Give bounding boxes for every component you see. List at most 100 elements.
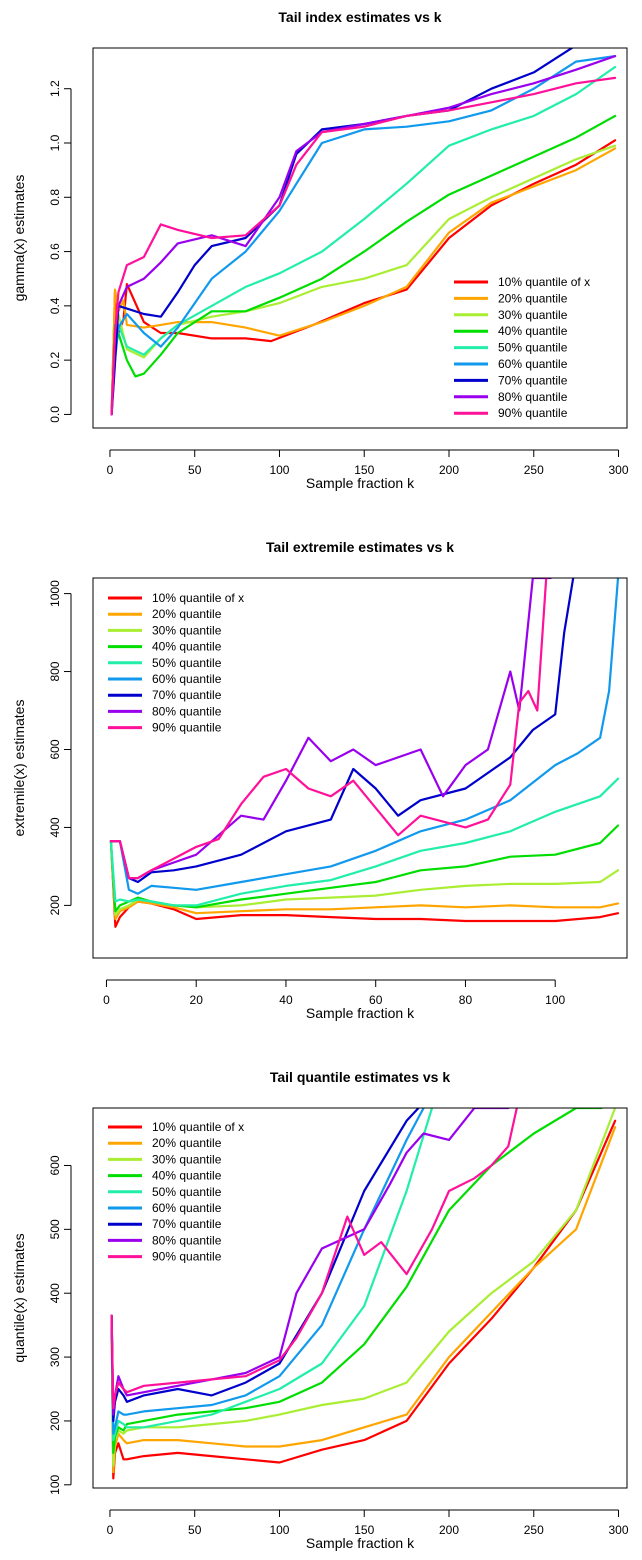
- x-tick-label: 300: [609, 1523, 629, 1537]
- legend-label: 10% quantile of x: [152, 1120, 244, 1134]
- series-lines: [110, 1108, 617, 1480]
- series-line-6: [110, 54, 617, 416]
- y-tick-label: 0.0: [48, 406, 62, 423]
- series-line-6: [109, 578, 620, 895]
- legend-label: 70% quantile: [152, 688, 222, 702]
- legend-label: 30% quantile: [152, 623, 222, 637]
- legend-label: 70% quantile: [152, 1217, 222, 1231]
- legend-label: 40% quantile: [152, 1169, 222, 1183]
- chart-2: Tail extremile estimates vs k 0 20 40 60 80 10…: [11, 539, 628, 1021]
- chart-1: Tail index estimates vs k 0 50 100 150 200 250…: [11, 9, 629, 491]
- x-tick-label: 50: [188, 463, 202, 477]
- x-tick-label: 0: [107, 463, 114, 477]
- x-tick-label: 50: [188, 1523, 202, 1537]
- series-line-2: [110, 147, 617, 416]
- series-lines: [109, 578, 620, 928]
- series-line-5: [110, 1108, 434, 1442]
- legend-label: 80% quantile: [498, 390, 568, 404]
- y-axis: 0.0 0.2 0.4 0.6 0.8 1.0 1.2 gamma(x) estimates: [11, 80, 72, 423]
- y-axis: 100 200 300 400 500 600 quantile(x) estimates: [11, 1155, 72, 1495]
- y-tick-label: 600: [48, 1155, 62, 1175]
- y-tick-label: 200: [48, 1411, 62, 1431]
- legend-label: 60% quantile: [152, 672, 222, 686]
- x-tick-label: 100: [269, 1523, 289, 1537]
- series-line-6: [110, 1108, 425, 1435]
- x-tick-label: 300: [609, 463, 629, 477]
- legend-label: 30% quantile: [498, 308, 568, 322]
- legend-label: 90% quantile: [498, 406, 568, 420]
- series-line-3: [109, 839, 620, 917]
- y-axis-label: gamma(x) estimates: [11, 175, 27, 302]
- x-tick-label: 150: [354, 1523, 374, 1537]
- y-tick-label: 1.0: [48, 134, 62, 151]
- legend: 10% quantile of x 20% quantile 30% quantil…: [108, 1120, 244, 1264]
- y-tick-label: 0.6: [48, 243, 62, 260]
- x-tick-label: 200: [439, 1523, 459, 1537]
- y-tick-label: 400: [48, 817, 62, 837]
- y-tick-label: 0.4: [48, 297, 62, 314]
- legend-label: 10% quantile of x: [152, 591, 244, 605]
- x-tick-label: 100: [269, 463, 289, 477]
- x-axis-label: Sample fraction k: [306, 1005, 415, 1021]
- legend: 10% quantile of x 20% quantile 30% quantil…: [454, 275, 590, 420]
- x-tick-label: 200: [439, 463, 459, 477]
- legend-label: 60% quantile: [498, 357, 568, 371]
- legend-label: 50% quantile: [498, 341, 568, 355]
- y-tick-label: 0.8: [48, 189, 62, 206]
- series-lines: [110, 48, 617, 416]
- y-axis-label: extremile(x) estimates: [11, 700, 27, 837]
- x-tick-label: 150: [354, 463, 374, 477]
- chart-title: Tail quantile estimates vs k: [270, 1069, 450, 1085]
- y-tick-label: 400: [48, 1283, 62, 1303]
- y-tick-label: 0.2: [48, 351, 62, 368]
- series-line-8: [110, 54, 617, 416]
- y-tick-label: 100: [48, 1474, 62, 1494]
- x-tick-label: 100: [545, 993, 565, 1007]
- legend-label: 50% quantile: [152, 656, 222, 670]
- x-tick-label: 40: [279, 993, 293, 1007]
- legend-label: 40% quantile: [498, 324, 568, 338]
- legend-label: 60% quantile: [152, 1201, 222, 1215]
- plot-frame: [92, 47, 628, 429]
- legend-label: 80% quantile: [152, 704, 222, 718]
- series-line-9: [110, 1108, 518, 1410]
- x-tick-label: 0: [107, 1523, 114, 1537]
- legend-label: 20% quantile: [152, 607, 222, 621]
- series-line-5: [109, 777, 620, 907]
- x-axis: 0 50 100 150 200 250 300 Sample fraction k: [107, 449, 629, 491]
- series-line-4: [110, 114, 617, 416]
- y-tick-label: 200: [48, 895, 62, 915]
- x-tick-label: 250: [524, 463, 544, 477]
- series-line-2: [109, 839, 620, 921]
- legend-label: 30% quantile: [152, 1152, 222, 1166]
- y-axis: 200 400 600 800 1000 extremile(x) estimates: [11, 580, 72, 915]
- x-tick-label: 20: [190, 993, 204, 1007]
- y-tick-label: 600: [48, 739, 62, 759]
- chart-title: Tail index estimates vs k: [278, 9, 441, 25]
- y-tick-label: 500: [48, 1219, 62, 1239]
- legend-label: 90% quantile: [152, 721, 222, 735]
- plot-frame: [92, 1107, 628, 1489]
- plot-frame: [92, 577, 628, 959]
- legend-label: 80% quantile: [152, 1233, 222, 1247]
- series-line-5: [110, 65, 617, 416]
- x-axis-label: Sample fraction k: [306, 475, 415, 491]
- series-line-9: [110, 76, 617, 416]
- y-tick-label: 1000: [48, 580, 62, 607]
- series-line-9: [109, 578, 548, 880]
- x-tick-label: 60: [369, 993, 383, 1007]
- legend-label: 20% quantile: [498, 291, 568, 305]
- x-tick-label: 0: [103, 993, 110, 1007]
- x-axis: 0 50 100 150 200 250 300 Sample fraction k: [107, 1509, 629, 1551]
- x-tick-label: 250: [524, 1523, 544, 1537]
- y-tick-label: 300: [48, 1347, 62, 1367]
- legend-label: 50% quantile: [152, 1185, 222, 1199]
- series-line-1: [110, 1119, 617, 1480]
- legend-label: 70% quantile: [498, 373, 568, 387]
- x-tick-label: 80: [459, 993, 473, 1007]
- chart-3: Tail quantile estimates vs k 0 50 100 150 200…: [11, 1069, 629, 1551]
- chart-title: Tail extremile estimates vs k: [266, 539, 454, 555]
- legend-label: 10% quantile of x: [498, 275, 590, 289]
